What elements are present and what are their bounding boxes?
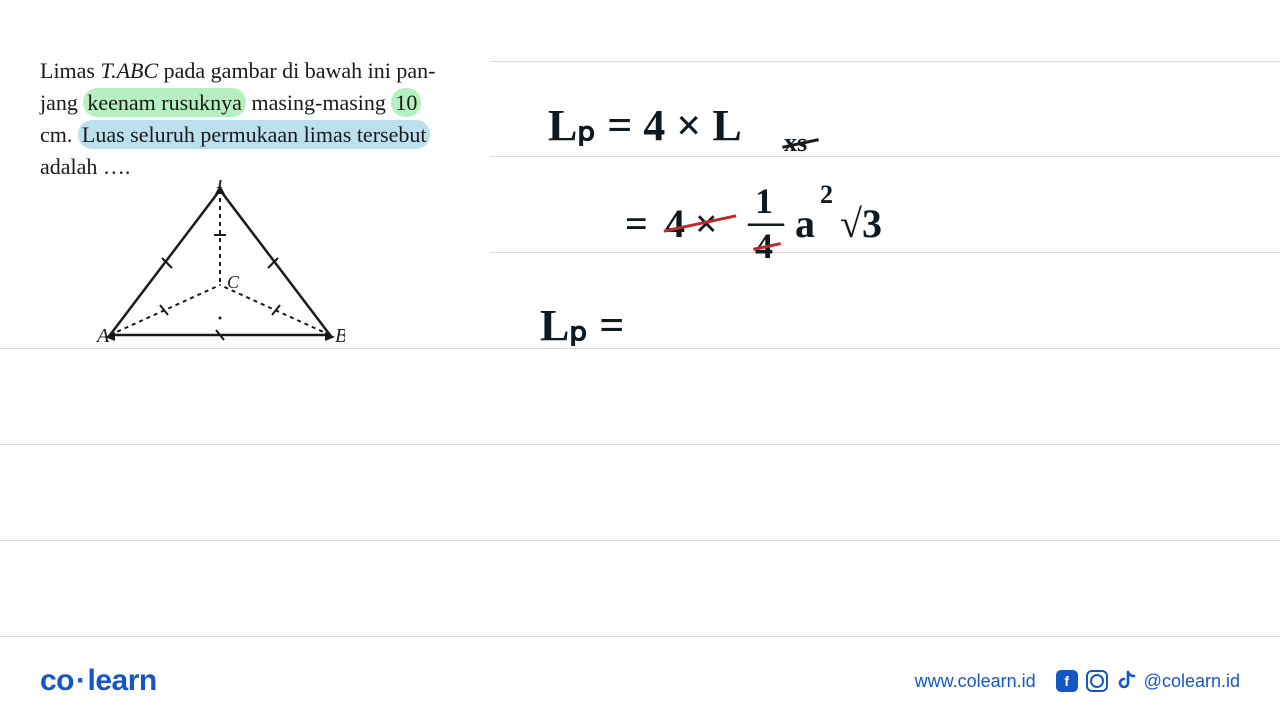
social-handle[interactable]: @colearn.id — [1144, 671, 1240, 692]
logo-dot: · — [76, 664, 86, 697]
facebook-icon[interactable]: f — [1056, 670, 1078, 692]
logo: co·learn — [40, 664, 157, 698]
social-icons: f @colearn.id — [1056, 670, 1240, 692]
svg-text:T: T — [214, 180, 227, 193]
svg-text:A: A — [95, 325, 110, 347]
logo-part-b: learn — [88, 664, 157, 697]
tiktok-icon[interactable] — [1116, 670, 1136, 692]
page: Limas T.ABC pada gambar di bawah ini pan… — [0, 0, 1280, 720]
problem-text: Limas T.ABC pada gambar di bawah ini pan… — [40, 55, 460, 183]
svg-text:C: C — [227, 272, 240, 292]
logo-part-a: co — [40, 664, 74, 697]
instagram-icon[interactable] — [1086, 670, 1108, 692]
footer-url[interactable]: www.colearn.id — [915, 671, 1036, 692]
svg-text:B: B — [335, 325, 345, 347]
footer-right: www.colearn.id f @colearn.id — [915, 670, 1240, 692]
footer: co·learn www.colearn.id f @colearn.id — [0, 642, 1280, 720]
geometry-diagram: T A B C — [95, 180, 345, 360]
